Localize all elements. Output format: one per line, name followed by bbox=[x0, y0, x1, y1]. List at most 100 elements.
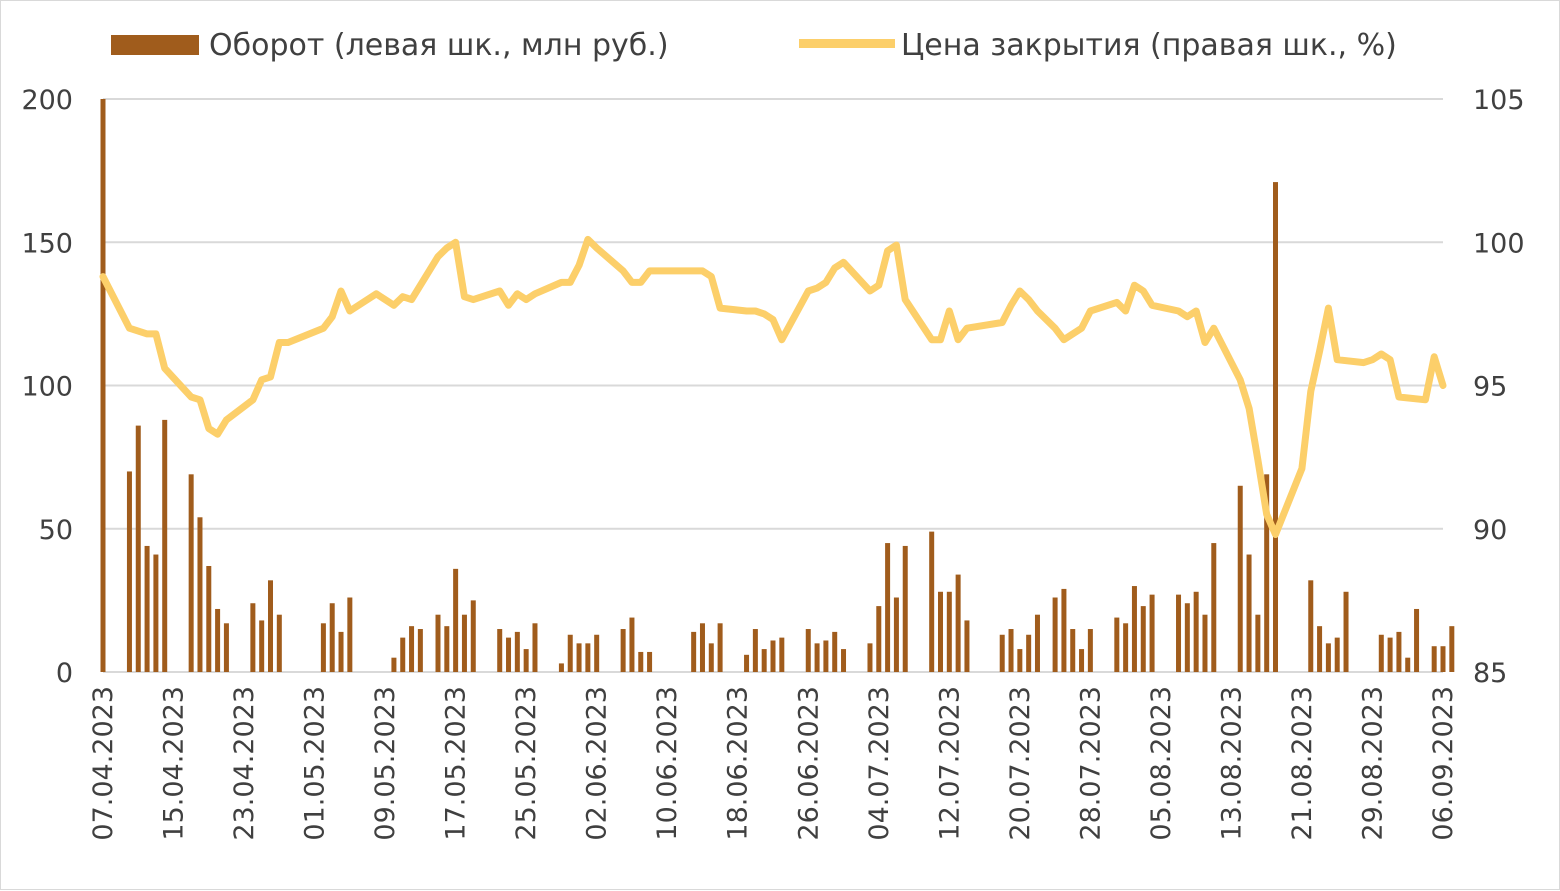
turnover-bar bbox=[717, 623, 723, 672]
legend: Оборот (левая шк., млн руб.) Цена закрыт… bbox=[111, 28, 1397, 63]
x-tick-label: 21.08.2023 bbox=[1287, 686, 1318, 841]
legend-label-turnover: Оборот (левая шк., млн руб.) bbox=[209, 28, 669, 63]
x-tick-label: 01.05.2023 bbox=[300, 686, 331, 841]
turnover-bar bbox=[1149, 594, 1155, 672]
turnover-bar bbox=[1114, 617, 1120, 672]
turnover-bar bbox=[153, 554, 159, 672]
x-tick-label: 10.06.2023 bbox=[652, 686, 683, 841]
turnover-bar bbox=[770, 640, 776, 672]
turnover-bar bbox=[461, 614, 467, 672]
turnover-bar bbox=[1070, 629, 1076, 672]
x-tick-label: 04.07.2023 bbox=[864, 686, 895, 841]
turnover-bar bbox=[876, 606, 882, 672]
left-tick-label: 0 bbox=[56, 658, 73, 689]
turnover-bar bbox=[1034, 614, 1040, 672]
turnover-bar bbox=[409, 626, 415, 672]
turnover-bar bbox=[805, 629, 811, 672]
turnover-bar bbox=[417, 629, 423, 672]
legend-label-close-price: Цена закрытия (правая шк., %) bbox=[901, 28, 1397, 63]
turnover-bar bbox=[506, 637, 512, 672]
turnover-bar bbox=[1211, 543, 1217, 672]
left-axis-ticks: 0 50 100 150 200 bbox=[21, 85, 73, 689]
turnover-bar bbox=[470, 600, 476, 672]
turnover-bar bbox=[1325, 643, 1331, 672]
turnover-bar bbox=[761, 649, 767, 672]
turnover-bar bbox=[1255, 614, 1261, 672]
turnover-bar bbox=[1414, 608, 1420, 672]
turnover-bar bbox=[902, 545, 908, 672]
turnover-bar bbox=[391, 657, 397, 672]
turnover-bar bbox=[1237, 485, 1243, 672]
turnover-bar bbox=[532, 623, 538, 672]
turnover-bar bbox=[893, 597, 899, 672]
turnover-bar bbox=[1246, 554, 1252, 672]
turnover-bar bbox=[1017, 649, 1023, 672]
turnover-bar bbox=[620, 629, 626, 672]
close-price-series-line bbox=[99, 235, 1447, 538]
x-tick-label: 05.08.2023 bbox=[1146, 686, 1177, 841]
x-tick-label: 29.08.2023 bbox=[1357, 686, 1388, 841]
right-axis-ticks: 85 90 95 100 105 bbox=[1473, 85, 1525, 689]
right-tick-label: 90 bbox=[1473, 515, 1507, 546]
turnover-bar bbox=[823, 640, 829, 672]
turnover-bar bbox=[576, 643, 582, 672]
x-tick-label: 23.04.2023 bbox=[229, 686, 260, 841]
x-tick-label: 07.04.2023 bbox=[88, 686, 119, 841]
turnover-bar bbox=[1396, 631, 1402, 672]
turnover-bar bbox=[814, 643, 820, 672]
legend-swatch-close-price bbox=[799, 39, 895, 48]
turnover-bar bbox=[347, 597, 353, 672]
turnover-bar bbox=[964, 620, 970, 672]
turnover-bar bbox=[444, 626, 450, 672]
turnover-bar bbox=[594, 634, 600, 672]
turnover-bar bbox=[1440, 646, 1446, 672]
right-tick-label: 85 bbox=[1473, 658, 1507, 689]
turnover-bar bbox=[223, 623, 229, 672]
turnover-bar bbox=[1184, 603, 1190, 672]
turnover-bar bbox=[1079, 649, 1085, 672]
left-tick-label: 100 bbox=[21, 372, 73, 403]
turnover-bar bbox=[929, 531, 935, 672]
turnover-bar bbox=[276, 614, 282, 672]
x-tick-label: 28.07.2023 bbox=[1075, 686, 1106, 841]
turnover-bars bbox=[100, 99, 1455, 672]
turnover-bar bbox=[250, 603, 256, 672]
turnover-bar bbox=[329, 603, 335, 672]
turnover-bar bbox=[752, 629, 758, 672]
turnover-bar bbox=[832, 631, 838, 672]
turnover-bar bbox=[188, 474, 194, 672]
turnover-bar bbox=[867, 643, 873, 672]
turnover-bar bbox=[215, 608, 221, 672]
x-tick-label: 15.04.2023 bbox=[159, 686, 190, 841]
turnover-bar bbox=[1334, 637, 1340, 672]
left-tick-label: 50 bbox=[39, 515, 73, 546]
turnover-bar bbox=[497, 629, 503, 672]
turnover-bar bbox=[1405, 657, 1411, 672]
turnover-bar bbox=[1193, 591, 1199, 672]
turnover-bar bbox=[1431, 646, 1437, 672]
turnover-bar bbox=[1052, 597, 1058, 672]
x-tick-label: 26.06.2023 bbox=[793, 686, 824, 841]
turnover-bar bbox=[946, 591, 952, 672]
turnover-bar bbox=[1378, 634, 1384, 672]
turnover-bar bbox=[955, 574, 961, 672]
turnover-bar bbox=[938, 591, 943, 672]
right-tick-label: 100 bbox=[1473, 228, 1525, 259]
right-tick-label: 95 bbox=[1473, 372, 1507, 403]
turnover-bar bbox=[1343, 591, 1349, 672]
turnover-bar bbox=[841, 649, 847, 672]
turnover-bar bbox=[744, 654, 750, 672]
turnover-bar bbox=[126, 471, 132, 672]
x-axis-ticks: 07.04.2023 15.04.2023 23.04.2023 01.05.2023… bbox=[88, 686, 1459, 841]
turnover-bar bbox=[100, 99, 106, 672]
x-tick-label: 12.07.2023 bbox=[934, 686, 965, 841]
turnover-bar bbox=[400, 637, 406, 672]
turnover-bar bbox=[708, 643, 714, 672]
turnover-bar bbox=[1008, 629, 1014, 672]
x-tick-label: 25.05.2023 bbox=[511, 686, 542, 841]
turnover-bar bbox=[638, 651, 644, 672]
x-tick-label: 20.07.2023 bbox=[1005, 686, 1036, 841]
turnover-bar bbox=[567, 634, 573, 672]
